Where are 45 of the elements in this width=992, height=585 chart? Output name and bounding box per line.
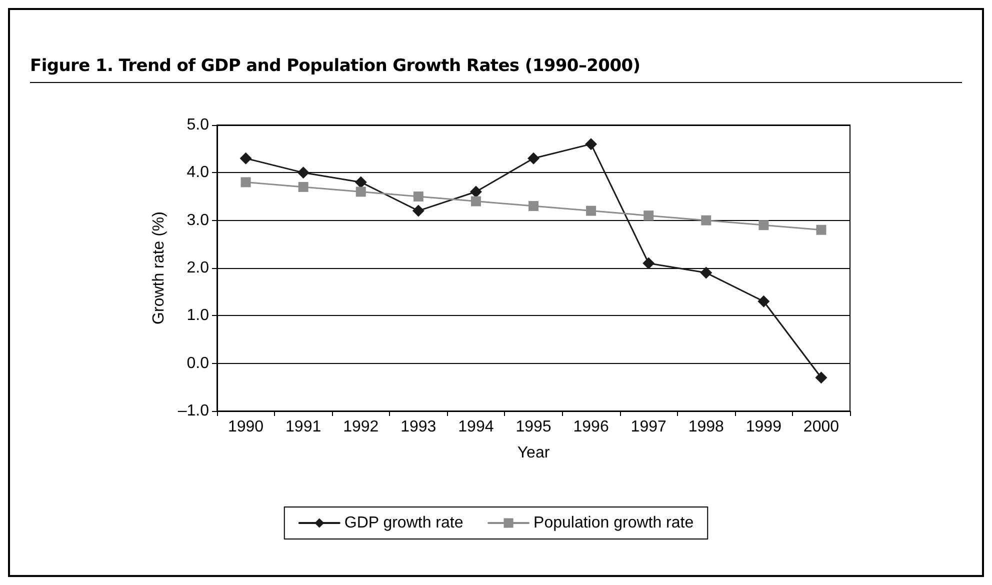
x-tick-label: 2000 [803,418,840,436]
point [758,295,770,308]
chart-title: Figure 1. Trend of GDP and Population Growth Rates (1990–2000) [30,10,962,83]
point [413,192,424,202]
x-tick-label: 1991 [286,418,322,436]
point [354,176,367,188]
y-tick-label: –1.0 [178,402,210,420]
y-tick-label: 4.0 [186,164,210,182]
point [528,201,538,212]
y-tick-label: 5.0 [186,116,210,134]
point [240,152,252,164]
y-tick-label: 1.0 [186,307,210,324]
y-tick-label: 2.0 [186,260,210,276]
y-tick-label: 0.0 [186,354,210,372]
point [758,220,769,230]
point [298,182,308,192]
point [586,206,596,216]
point [297,166,310,179]
point [470,196,481,206]
x-axis-title: Year [517,444,550,462]
point [356,186,366,197]
point [642,257,655,270]
legend-label: Population growth rate [534,514,694,532]
point [585,138,598,150]
x-tick-label: 1992 [343,418,379,436]
y-tick-label: 3.0 [186,212,210,229]
x-tick-label: 1990 [228,418,264,436]
x-tick-label: 1995 [516,418,552,436]
point [701,215,712,226]
y-axis-title: Growth rate (%) [150,212,168,324]
x-tick-label: 1999 [746,418,782,436]
legend-label: GDP growth rate [344,514,464,532]
point [700,266,712,279]
point [240,177,251,188]
point [815,372,828,384]
point [412,204,424,217]
point [528,152,540,164]
x-tick-label: 1994 [458,418,494,436]
point [470,186,482,198]
point [644,210,654,221]
x-tick-label: 1993 [400,418,436,436]
point [816,224,826,235]
x-tick-label: 1998 [688,418,724,436]
x-tick-label: 1997 [630,418,666,436]
x-tick-label: 1996 [573,418,609,436]
